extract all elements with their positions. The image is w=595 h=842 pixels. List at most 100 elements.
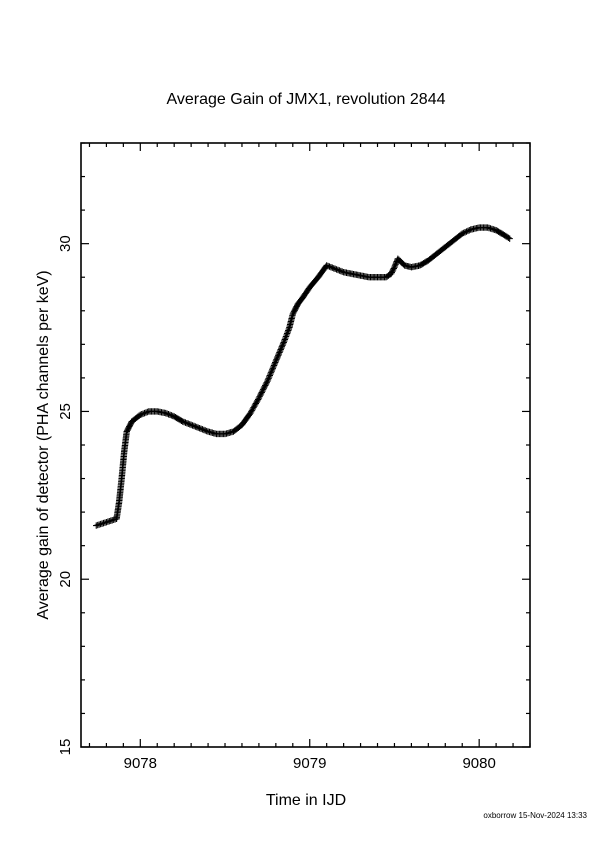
data-point (197, 425, 205, 432)
data-point (165, 411, 172, 418)
data-point (285, 327, 292, 334)
chart-title: Average Gain of JMX1, revolution 2844 (167, 91, 446, 108)
data-point (138, 411, 145, 418)
data-point (279, 340, 287, 348)
data-point (329, 264, 336, 271)
data-point (284, 328, 291, 336)
data-point (168, 412, 175, 419)
axis-ticks (81, 142, 531, 748)
data-point (268, 367, 275, 375)
data-point (505, 234, 512, 241)
data-point (279, 342, 286, 349)
data-point (166, 411, 174, 418)
data-point (333, 266, 340, 273)
data-point (387, 270, 395, 278)
data-point (262, 380, 270, 388)
data-point (203, 427, 210, 435)
data-point (141, 409, 148, 417)
x-tick-label: 9078 (124, 755, 157, 772)
data-point (459, 230, 466, 237)
data-point (267, 370, 274, 378)
y-tick-label: 20 (57, 571, 74, 588)
data-point (339, 268, 346, 275)
data-point (182, 419, 189, 426)
data-point (273, 356, 280, 363)
data-point (200, 426, 208, 434)
footer-credit: oxborrow 15-Nov-2024 13:33 (483, 811, 587, 820)
data-point (330, 265, 337, 272)
data-point (326, 263, 333, 270)
data-point (461, 229, 469, 236)
y-tick-label: 25 (57, 403, 74, 420)
data-point (265, 375, 272, 382)
data-point (202, 427, 209, 434)
data-point (460, 229, 467, 237)
data-point (388, 269, 395, 276)
data-point (275, 350, 283, 358)
data-point (192, 423, 199, 430)
x-tick-label: 9080 (462, 755, 495, 772)
data-point (389, 266, 397, 274)
data-point (187, 421, 195, 429)
tick-labels: 9078 9079 9080 15 20 25 30 (57, 235, 496, 772)
data-point (282, 334, 289, 342)
data-point (256, 393, 263, 400)
data-point (391, 263, 398, 271)
y-axis-label: Average gain of detector (PHA channels p… (35, 270, 52, 619)
data-point (272, 359, 279, 366)
data-point (392, 261, 399, 268)
data-point (139, 410, 147, 417)
data-point (324, 262, 332, 270)
data-point (276, 349, 283, 356)
data-point (249, 405, 256, 413)
data-point (337, 267, 344, 275)
data-point (179, 418, 186, 425)
data-point (506, 235, 513, 242)
data-point (275, 352, 282, 359)
data-point (263, 379, 270, 386)
data-point (274, 353, 281, 360)
data-point (273, 355, 281, 362)
data-point (281, 336, 289, 343)
data-point (248, 407, 256, 414)
x-axis-label: Time in IJD (266, 792, 346, 809)
data-point (327, 263, 335, 271)
data-point (261, 383, 268, 391)
data-point (280, 339, 287, 346)
data-point (262, 382, 269, 389)
data-point (392, 259, 400, 267)
data-point (199, 426, 206, 433)
data-point (267, 369, 275, 376)
data-point (190, 422, 198, 430)
data-point (264, 378, 271, 385)
data-point (276, 347, 284, 355)
data-points (93, 224, 513, 529)
data-point (258, 389, 265, 396)
data-point (142, 409, 150, 416)
data-point (272, 357, 280, 365)
data-point (183, 419, 191, 427)
data-point (336, 267, 343, 274)
data-point (196, 425, 203, 432)
data-point (252, 400, 260, 407)
data-point (464, 227, 472, 235)
x-tick-label: 9079 (293, 755, 326, 772)
data-point (265, 373, 273, 381)
y-tick-label: 15 (57, 739, 74, 756)
data-point (194, 424, 202, 431)
data-point (163, 410, 171, 417)
data-point (282, 333, 290, 340)
data-point (137, 411, 144, 418)
data-point (389, 267, 396, 275)
data-point (283, 330, 291, 337)
data-point (259, 387, 266, 395)
data-point (259, 386, 267, 393)
data-point (162, 409, 169, 417)
data-point (144, 408, 151, 416)
data-point (283, 331, 290, 339)
data-point (180, 418, 188, 426)
data-point (260, 385, 268, 392)
data-point (253, 398, 260, 406)
data-point (257, 392, 264, 399)
